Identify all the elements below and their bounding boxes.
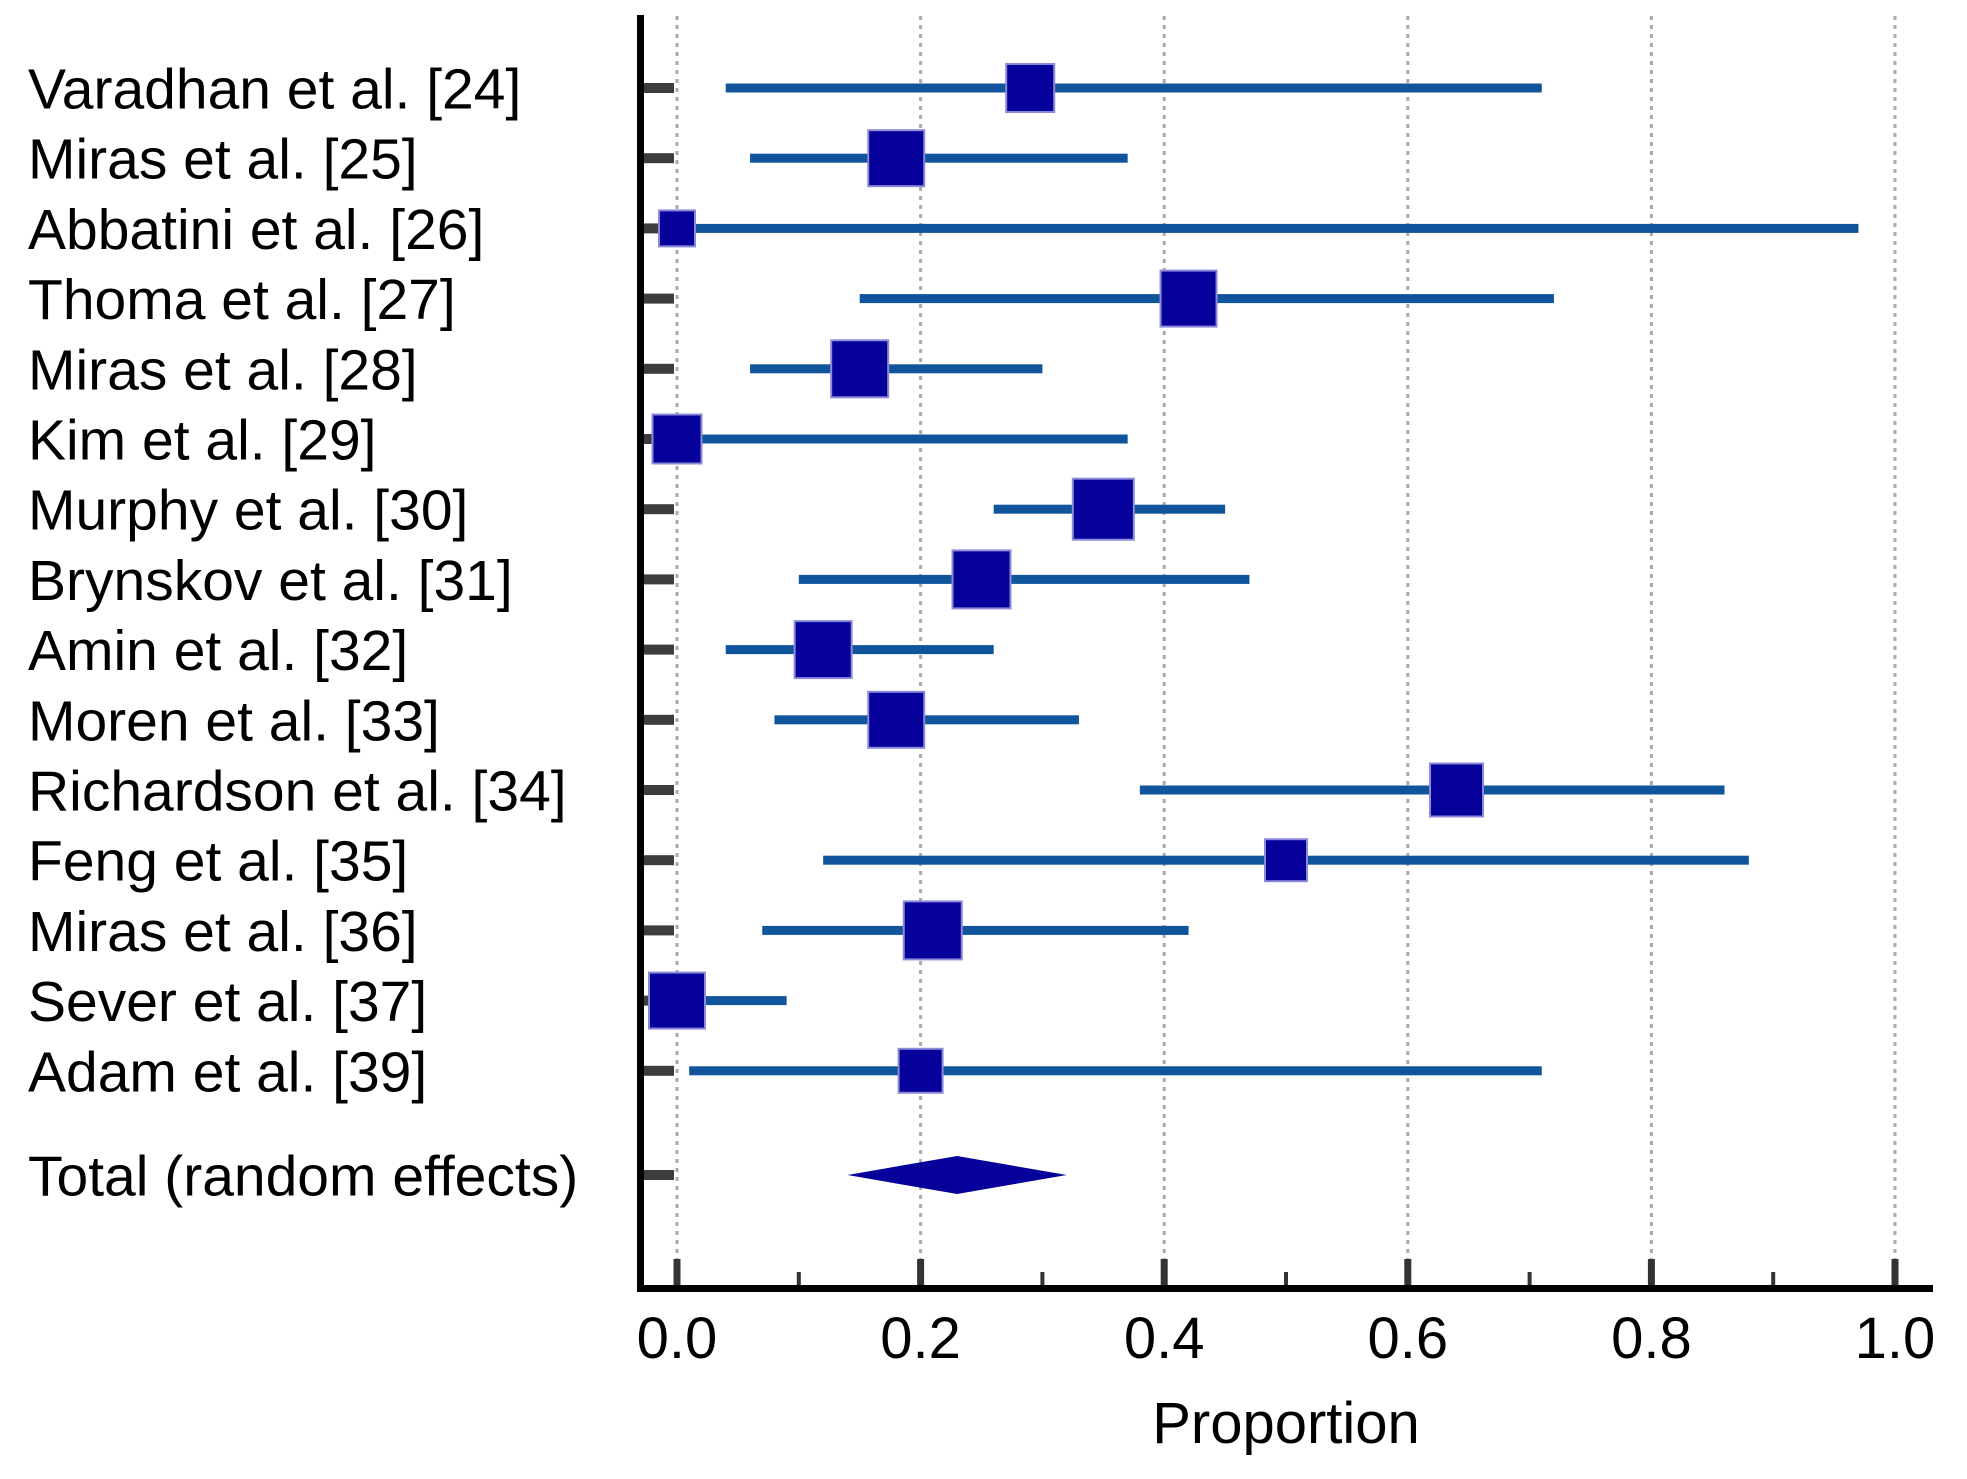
ci-line — [677, 434, 1128, 444]
study-marker — [658, 209, 696, 248]
study-label: Brynskov et al. [31] — [28, 549, 513, 613]
x-tick-label: 0.8 — [1611, 1306, 1692, 1371]
ci-line — [750, 153, 1128, 163]
study-marker — [1264, 838, 1308, 883]
ci-line — [762, 925, 1189, 935]
row-tick — [644, 925, 674, 936]
total-label: Total (random effects) — [28, 1145, 578, 1209]
row-tick — [644, 574, 674, 585]
study-label: Thoma et al. [27] — [28, 268, 456, 332]
x-tick-major — [1160, 1259, 1168, 1285]
y-axis-spine — [637, 15, 644, 1292]
study-label: Kim et al. [29] — [28, 409, 377, 473]
study-marker — [951, 549, 1012, 610]
x-tick-major — [1404, 1259, 1412, 1285]
x-tick-minor — [1527, 1272, 1532, 1285]
summary-diamond — [847, 1156, 1067, 1194]
x-tick-minor — [1771, 1272, 1776, 1285]
x-axis-line — [637, 1285, 1933, 1292]
ci-line — [677, 223, 1859, 233]
row-tick — [644, 504, 674, 515]
row-tick — [644, 1065, 674, 1076]
ci-line — [798, 574, 1250, 584]
x-tick-label: 0.0 — [637, 1306, 718, 1371]
study-label: Richardson et al. [34] — [28, 760, 567, 824]
study-marker — [897, 1047, 944, 1094]
x-tick-major — [1891, 1259, 1899, 1285]
row-tick — [644, 855, 674, 866]
row-tick — [644, 785, 674, 795]
study-marker — [1429, 762, 1485, 818]
row-tick — [644, 83, 674, 93]
x-tick-major — [917, 1259, 925, 1285]
ci-line — [689, 1066, 1542, 1076]
study-marker — [1159, 269, 1218, 328]
x-tick-minor — [1040, 1272, 1045, 1285]
study-marker — [902, 900, 963, 961]
study-marker — [651, 413, 703, 465]
ci-line — [725, 645, 994, 655]
study-label: Varadhan et al. [24] — [28, 58, 521, 122]
x-tick-label: 0.2 — [880, 1306, 961, 1371]
study-label: Adam et al. [39] — [28, 1040, 427, 1104]
study-marker — [830, 339, 890, 399]
x-tick-label: 0.6 — [1367, 1306, 1448, 1371]
study-marker — [1071, 477, 1135, 541]
study-label: Sever et al. [37] — [28, 970, 427, 1034]
ci-line — [750, 364, 1043, 374]
study-label: Miras et al. [36] — [28, 900, 418, 964]
ci-line — [725, 83, 1542, 93]
x-tick-minor — [1284, 1272, 1288, 1285]
x-tick-label: 0.4 — [1124, 1306, 1205, 1371]
row-tick — [644, 153, 674, 164]
x-tick-major — [673, 1259, 681, 1285]
row-tick — [644, 1170, 674, 1180]
study-label: Feng et al. [35] — [28, 830, 408, 894]
study-label: Moren et al. [33] — [28, 689, 440, 753]
study-label: Murphy et al. [30] — [28, 479, 468, 543]
study-label: Miras et al. [28] — [28, 338, 418, 402]
study-marker — [648, 971, 706, 1030]
study-label: Abbatini et al. [26] — [28, 198, 484, 262]
study-marker — [867, 129, 926, 188]
study-marker — [793, 620, 853, 680]
ci-line — [677, 996, 787, 1006]
study-marker — [1005, 63, 1056, 113]
row-tick — [644, 644, 674, 655]
row-tick — [644, 293, 674, 304]
study-label: Amin et al. [32] — [28, 619, 408, 683]
row-tick — [644, 363, 674, 374]
x-axis-title: Proportion — [1152, 1391, 1420, 1456]
row-tick — [644, 714, 674, 725]
x-tick-major — [1647, 1259, 1655, 1285]
study-label: Miras et al. [25] — [28, 128, 418, 192]
x-tick-label: 1.0 — [1855, 1306, 1936, 1371]
x-tick-minor — [796, 1272, 801, 1285]
ci-line — [774, 715, 1079, 725]
study-marker — [867, 690, 926, 749]
